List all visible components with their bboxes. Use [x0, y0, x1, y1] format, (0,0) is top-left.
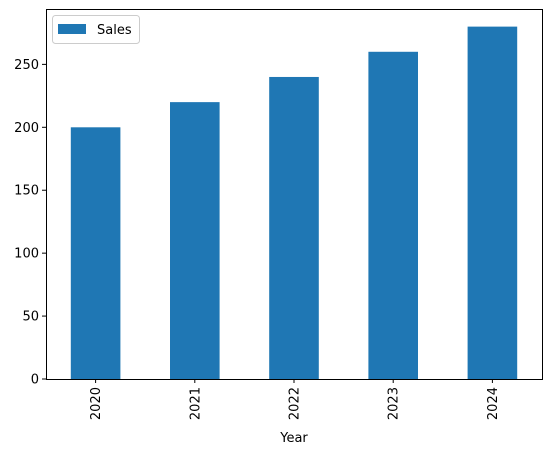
- legend-label-sales: Sales: [97, 23, 132, 38]
- y-tick-label-100: 100: [14, 247, 39, 262]
- x-tick-label-2021: 2021: [188, 387, 203, 420]
- x-tick-label-2024: 2024: [486, 387, 501, 420]
- y-tick-label-50: 50: [22, 310, 39, 325]
- bar-2022: [269, 76, 319, 380]
- bar-2020: [70, 127, 121, 379]
- legend: Sales: [52, 15, 140, 44]
- x-axis-title: Year: [279, 431, 308, 446]
- y-tick-label-0: 0: [31, 373, 39, 388]
- x-tick-label-2023: 2023: [387, 387, 402, 420]
- legend-box: [52, 15, 140, 44]
- y-tick-label-150: 150: [14, 184, 39, 199]
- y-tick-label-250: 250: [14, 58, 39, 73]
- x-axis-ticks: 2020 2021 2022 2023 2024: [89, 379, 501, 420]
- x-tick-label-2022: 2022: [288, 387, 303, 420]
- y-axis-ticks: 0 50 100 150 200 250: [14, 58, 46, 388]
- x-tick-label-2020: 2020: [89, 387, 104, 420]
- bar-2024: [467, 26, 518, 380]
- bars-layer: [70, 26, 518, 380]
- bar-2021: [170, 102, 220, 379]
- bar-2023: [368, 51, 418, 379]
- legend-swatch: [58, 24, 86, 34]
- y-tick-label-200: 200: [14, 121, 39, 136]
